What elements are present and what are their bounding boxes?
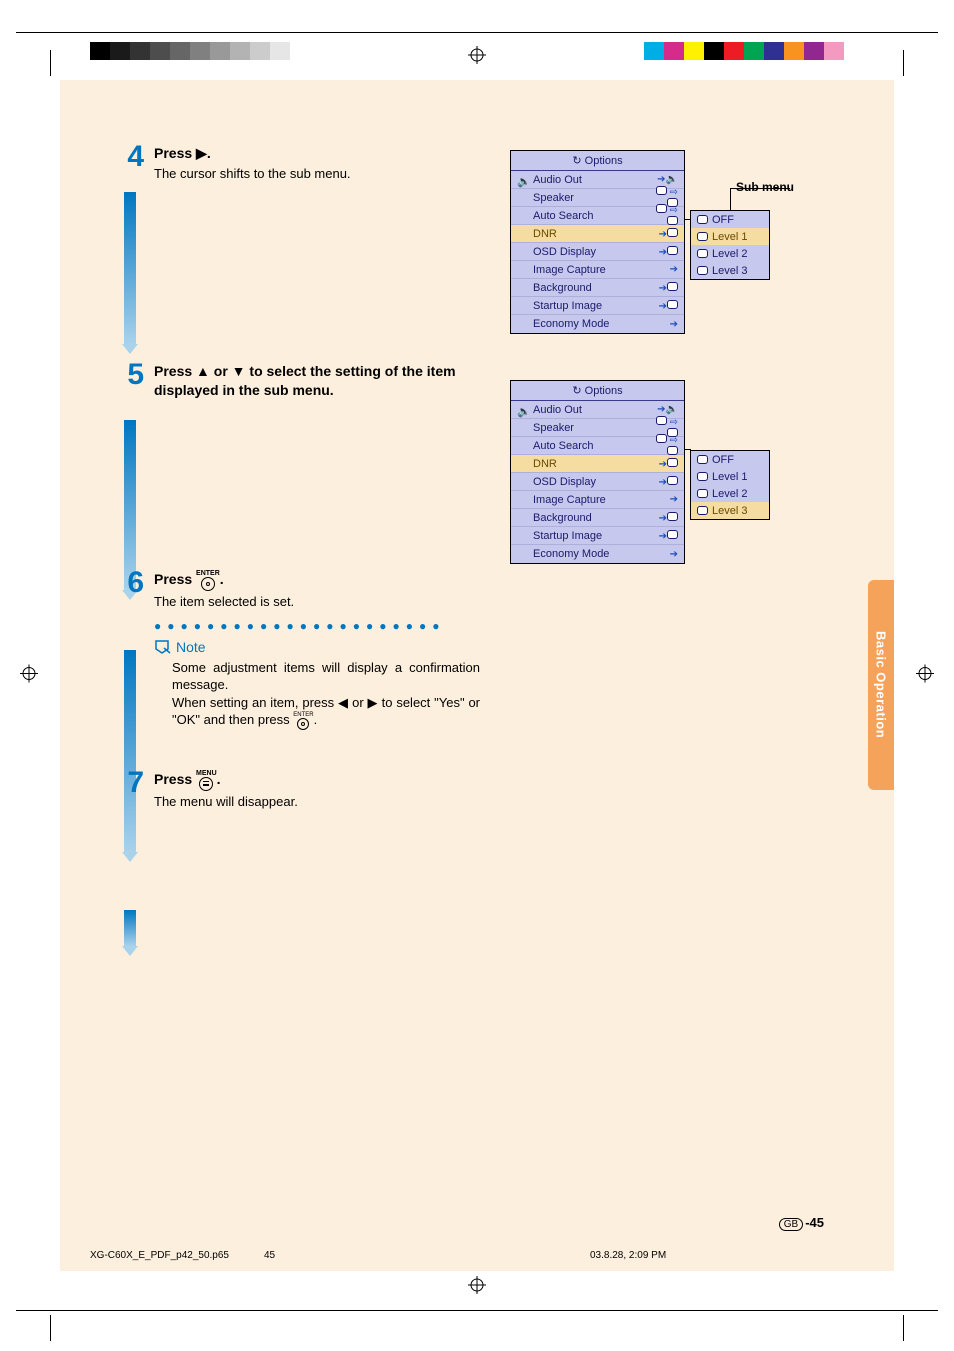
note-icon — [154, 639, 172, 655]
step-title: Press ▶. — [154, 144, 480, 163]
registration-mark-top — [468, 46, 486, 69]
step-connector-4 — [124, 192, 136, 344]
step-title: Press ▲ or ▼ to select the setting of th… — [154, 362, 480, 400]
options-row: Economy Mode➔ — [511, 545, 684, 563]
footer-sheet: 45 — [264, 1250, 275, 1261]
note-heading: Note — [154, 639, 480, 655]
step-5: 5 Press ▲ or ▼ to select the setting of … — [110, 362, 480, 400]
options-row: OSD Display➔ — [511, 243, 684, 261]
options-row: DNR➔ — [511, 225, 684, 243]
connector-line — [685, 219, 691, 220]
submenu-1: OFFLevel 1Level 2Level 3 — [690, 210, 770, 280]
options-row: Auto Search ⇨ — [511, 207, 684, 225]
step-number: 7 — [110, 766, 144, 800]
registration-mark-left — [20, 664, 38, 687]
options-row: Image Capture➔ — [511, 261, 684, 279]
swatches-right — [644, 42, 864, 60]
footer-timestamp: 03.8.28, 2:09 PM — [590, 1250, 666, 1261]
options-row: Startup Image➔ — [511, 527, 684, 545]
registration-mark-right — [916, 664, 934, 687]
options-row: DNR➔ — [511, 455, 684, 473]
options-row: Economy Mode➔ — [511, 315, 684, 333]
options-row: Image Capture➔ — [511, 491, 684, 509]
step-connector-7 — [124, 910, 136, 946]
submenu-callout: Sub menu — [736, 180, 794, 194]
menu-button-icon: MENU — [196, 770, 217, 791]
enter-button-icon: ENTER — [293, 712, 313, 730]
top-rule — [16, 32, 938, 33]
options-row: Background➔ — [511, 509, 684, 527]
side-tab-label: Basic Operation — [874, 631, 889, 738]
options-row: Startup Image➔ — [511, 297, 684, 315]
step-number: 5 — [110, 358, 144, 392]
options-row: Auto Search ⇨ — [511, 437, 684, 455]
side-tab: Basic Operation — [868, 580, 894, 790]
note-body: Some adjustment items will display a con… — [172, 659, 480, 730]
panel-title: ↻ Options — [511, 381, 684, 401]
swatches-left — [90, 42, 310, 60]
submenu-2: OFFLevel 1Level 2Level 3 — [690, 450, 770, 520]
step-title: Press MENU . — [154, 770, 480, 791]
page-number: GB-45 — [779, 1215, 824, 1231]
submenu-row: Level 2 — [691, 245, 769, 262]
step-7: 7 Press MENU . The menu will disappear. — [110, 770, 480, 811]
step-4: 4 Press ▶. The cursor shifts to the sub … — [110, 144, 480, 182]
options-row: Background➔ — [511, 279, 684, 297]
callout-line-v — [730, 188, 731, 210]
enter-button-icon: ENTER — [196, 570, 220, 591]
crop-br — [903, 1315, 904, 1341]
step-connector-5 — [124, 420, 136, 590]
step-desc: The cursor shifts to the sub menu. — [154, 165, 480, 183]
submenu-row: Level 2 — [691, 485, 769, 502]
page-background: Basic Operation 4 Press ▶. The cursor sh… — [60, 80, 894, 1271]
steps-column: 4 Press ▶. The cursor shifts to the sub … — [110, 140, 480, 851]
submenu-row: Level 3 — [691, 502, 769, 519]
right-triangle-icon: ▶ — [196, 144, 207, 163]
step-desc: The menu will disappear. — [154, 793, 480, 811]
crop-bl — [50, 1315, 51, 1341]
submenu-row: OFF — [691, 451, 769, 468]
panel-title: ↻ Options — [511, 151, 684, 171]
step-number: 4 — [110, 140, 144, 174]
step-number: 6 — [110, 566, 144, 600]
divider-dots: ●●●●●●●●●●●●●●●●●●●●●● — [154, 619, 480, 633]
options-panel-1: ↻ Options 🔈Audio Out➔🔈Speaker ⇨Auto Sear… — [510, 150, 685, 334]
connector-line — [685, 449, 691, 450]
submenu-row: OFF — [691, 211, 769, 228]
footer-filename: XG-C60X_E_PDF_p42_50.p65 — [90, 1250, 229, 1261]
submenu-row: Level 1 — [691, 228, 769, 245]
submenu-row: Level 3 — [691, 262, 769, 279]
options-row: OSD Display➔ — [511, 473, 684, 491]
submenu-row: Level 1 — [691, 468, 769, 485]
bottom-rule — [16, 1310, 938, 1311]
step-6: 6 Press ENTER . The item selected is set… — [110, 570, 480, 730]
step-desc: The item selected is set. — [154, 593, 480, 611]
step-title: Press ENTER . — [154, 570, 480, 591]
registration-mark-bottom — [468, 1276, 486, 1299]
options-panel-2: ↻ Options 🔈Audio Out➔🔈Speaker ⇨Auto Sear… — [510, 380, 685, 564]
